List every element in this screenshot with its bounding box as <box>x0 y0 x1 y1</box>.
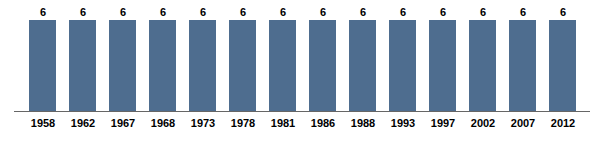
svg-text:2007: 2007 <box>511 117 535 129</box>
svg-text:6: 6 <box>240 6 246 18</box>
svg-text:6: 6 <box>480 6 486 18</box>
svg-text:1973: 1973 <box>191 117 215 129</box>
svg-text:2012: 2012 <box>551 117 575 129</box>
svg-text:6: 6 <box>360 6 366 18</box>
svg-text:1962: 1962 <box>71 117 95 129</box>
svg-text:1993: 1993 <box>391 117 415 129</box>
svg-text:6: 6 <box>400 6 406 18</box>
svg-text:6: 6 <box>200 6 206 18</box>
svg-text:6: 6 <box>160 6 166 18</box>
svg-text:1958: 1958 <box>31 117 55 129</box>
svg-text:2002: 2002 <box>471 117 495 129</box>
svg-text:1968: 1968 <box>151 117 175 129</box>
svg-text:1967: 1967 <box>111 117 135 129</box>
svg-text:1997: 1997 <box>431 117 455 129</box>
svg-text:6: 6 <box>560 6 566 18</box>
svg-text:1986: 1986 <box>311 117 335 129</box>
svg-text:6: 6 <box>40 6 46 18</box>
svg-text:6: 6 <box>120 6 126 18</box>
svg-text:6: 6 <box>80 6 86 18</box>
svg-text:6: 6 <box>280 6 286 18</box>
svg-text:6: 6 <box>440 6 446 18</box>
svg-text:6: 6 <box>520 6 526 18</box>
svg-text:1981: 1981 <box>271 117 295 129</box>
svg-text:1988: 1988 <box>351 117 375 129</box>
svg-text:6: 6 <box>320 6 326 18</box>
svg-text:1978: 1978 <box>231 117 255 129</box>
